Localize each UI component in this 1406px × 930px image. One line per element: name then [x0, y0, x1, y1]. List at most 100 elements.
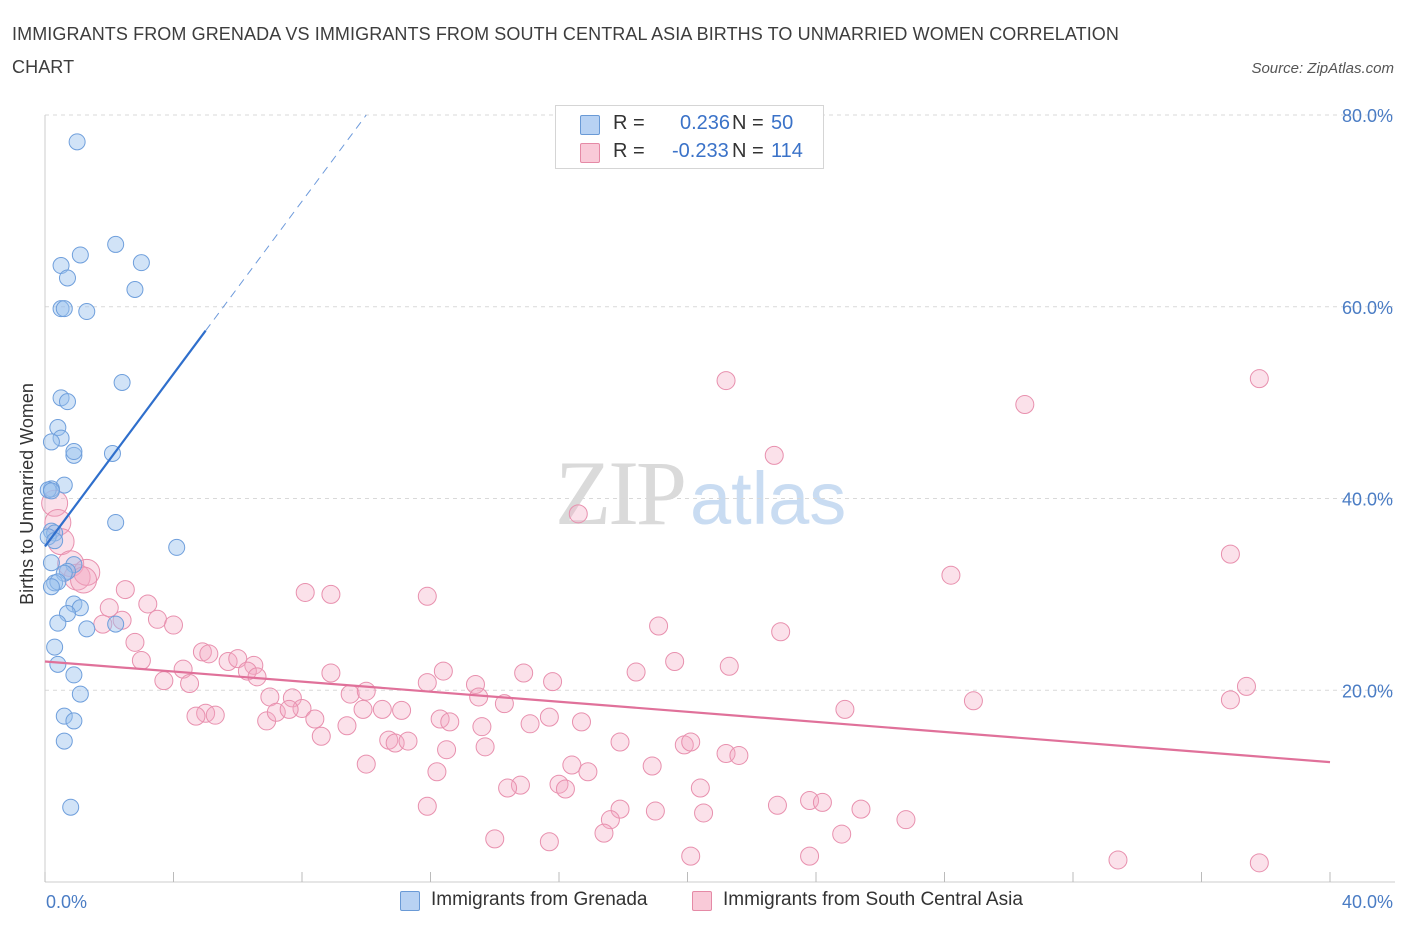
point-south-central-asia [729, 745, 749, 765]
point-grenada [78, 620, 96, 638]
point-south-central-asia [594, 823, 614, 843]
tick-labels: 20.0% 40.0% 60.0% 80.0% 0.0% 40.0% [46, 106, 1393, 912]
legend-swatch-grenada [580, 115, 600, 135]
point-south-central-asia [963, 691, 983, 711]
point-grenada [55, 300, 73, 318]
series-south-central-asia [41, 369, 1269, 873]
legend-r-label: R = [613, 140, 645, 162]
point-grenada [58, 269, 76, 287]
point-south-central-asia [494, 694, 514, 714]
point-south-central-asia [138, 594, 158, 614]
point-south-central-asia [321, 663, 341, 683]
y-tick-label: 60.0% [1342, 298, 1393, 318]
point-south-central-asia [764, 445, 784, 465]
point-south-central-asia [498, 778, 518, 798]
point-south-central-asia [1015, 395, 1035, 415]
point-south-central-asia [417, 586, 437, 606]
point-grenada [58, 393, 76, 411]
point-south-central-asia [1249, 853, 1269, 873]
point-south-central-asia [832, 824, 852, 844]
point-south-central-asia [571, 712, 591, 732]
point-south-central-asia [356, 754, 376, 774]
legend-r-value: -0.233 [672, 140, 729, 162]
point-south-central-asia [555, 779, 575, 799]
point-south-central-asia [681, 846, 701, 866]
point-grenada [49, 419, 67, 437]
point-grenada [107, 513, 125, 531]
point-south-central-asia [321, 584, 341, 604]
point-south-central-asia [543, 672, 563, 692]
point-grenada [42, 482, 60, 500]
legend-n-label: N = [732, 140, 764, 162]
point-south-central-asia [356, 681, 376, 701]
point-south-central-asia [719, 656, 739, 676]
y-axis-title: Births to Unmarried Women [17, 383, 37, 605]
point-grenada [113, 373, 131, 391]
legend-swatch-south-central-asia [580, 143, 600, 163]
point-south-central-asia [1108, 850, 1128, 870]
axes [44, 115, 1395, 883]
legend-n-value: 50 [771, 112, 794, 134]
point-south-central-asia [812, 792, 832, 812]
point-south-central-asia [115, 580, 135, 600]
point-south-central-asia [1236, 676, 1256, 696]
trend-line-grenada-extension [205, 114, 367, 332]
point-grenada [68, 133, 86, 151]
y-tick-label: 20.0% [1342, 681, 1393, 701]
point-south-central-asia [539, 707, 559, 727]
point-south-central-asia [510, 775, 530, 795]
point-grenada [62, 798, 80, 816]
point-south-central-asia [665, 651, 685, 671]
point-south-central-asia [311, 726, 331, 746]
point-south-central-asia [681, 732, 701, 752]
trend-line-grenada [44, 330, 207, 548]
source-note: Source: ZipAtlas.com [1251, 60, 1394, 77]
point-south-central-asia [427, 762, 447, 782]
chart-title: IMMIGRANTS FROM GRENADA VS IMMIGRANTS FR… [12, 24, 1119, 77]
trend-lines [44, 114, 1331, 764]
point-grenada [49, 614, 67, 632]
point-south-central-asia [417, 796, 437, 816]
trend-line-south-central-asia [44, 660, 1331, 764]
point-south-central-asia [642, 756, 662, 776]
point-south-central-asia [154, 671, 174, 691]
point-south-central-asia [610, 732, 630, 752]
bottom-legend-label-grenada: Immigrants from Grenada [431, 889, 648, 910]
point-south-central-asia [205, 705, 225, 725]
grid [45, 114, 1395, 691]
point-south-central-asia [767, 795, 787, 815]
legend-n-label: N = [732, 112, 764, 134]
point-south-central-asia [99, 598, 119, 618]
point-south-central-asia [180, 674, 200, 694]
point-grenada [71, 685, 89, 703]
point-grenada [107, 235, 125, 253]
point-grenada [58, 562, 76, 580]
point-grenada [132, 254, 150, 272]
point-south-central-asia [1249, 369, 1269, 389]
point-south-central-asia [465, 674, 485, 694]
point-grenada [42, 433, 60, 451]
point-south-central-asia [392, 700, 412, 720]
watermark-zip: ZIP [555, 442, 687, 544]
point-south-central-asia [340, 684, 360, 704]
y-tick-label: 80.0% [1342, 106, 1393, 126]
bottom-legend-swatch-grenada [400, 891, 420, 911]
point-grenada [46, 638, 64, 656]
series-grenada [39, 133, 186, 816]
point-grenada [55, 707, 73, 725]
bottom-legend-label-south-central-asia: Immigrants from South Central Asia [723, 889, 1023, 910]
point-grenada [42, 554, 60, 572]
point-grenada [65, 446, 83, 464]
point-grenada [65, 712, 83, 730]
point-south-central-asia [433, 661, 453, 681]
point-south-central-asia [1220, 544, 1240, 564]
point-south-central-asia [626, 662, 646, 682]
point-south-central-asia [610, 799, 630, 819]
point-south-central-asia [520, 714, 540, 734]
point-south-central-asia [125, 632, 145, 652]
point-grenada [65, 556, 83, 574]
legend-n-value: 114 [771, 140, 803, 162]
point-grenada [52, 429, 70, 447]
point-south-central-asia [568, 504, 588, 524]
